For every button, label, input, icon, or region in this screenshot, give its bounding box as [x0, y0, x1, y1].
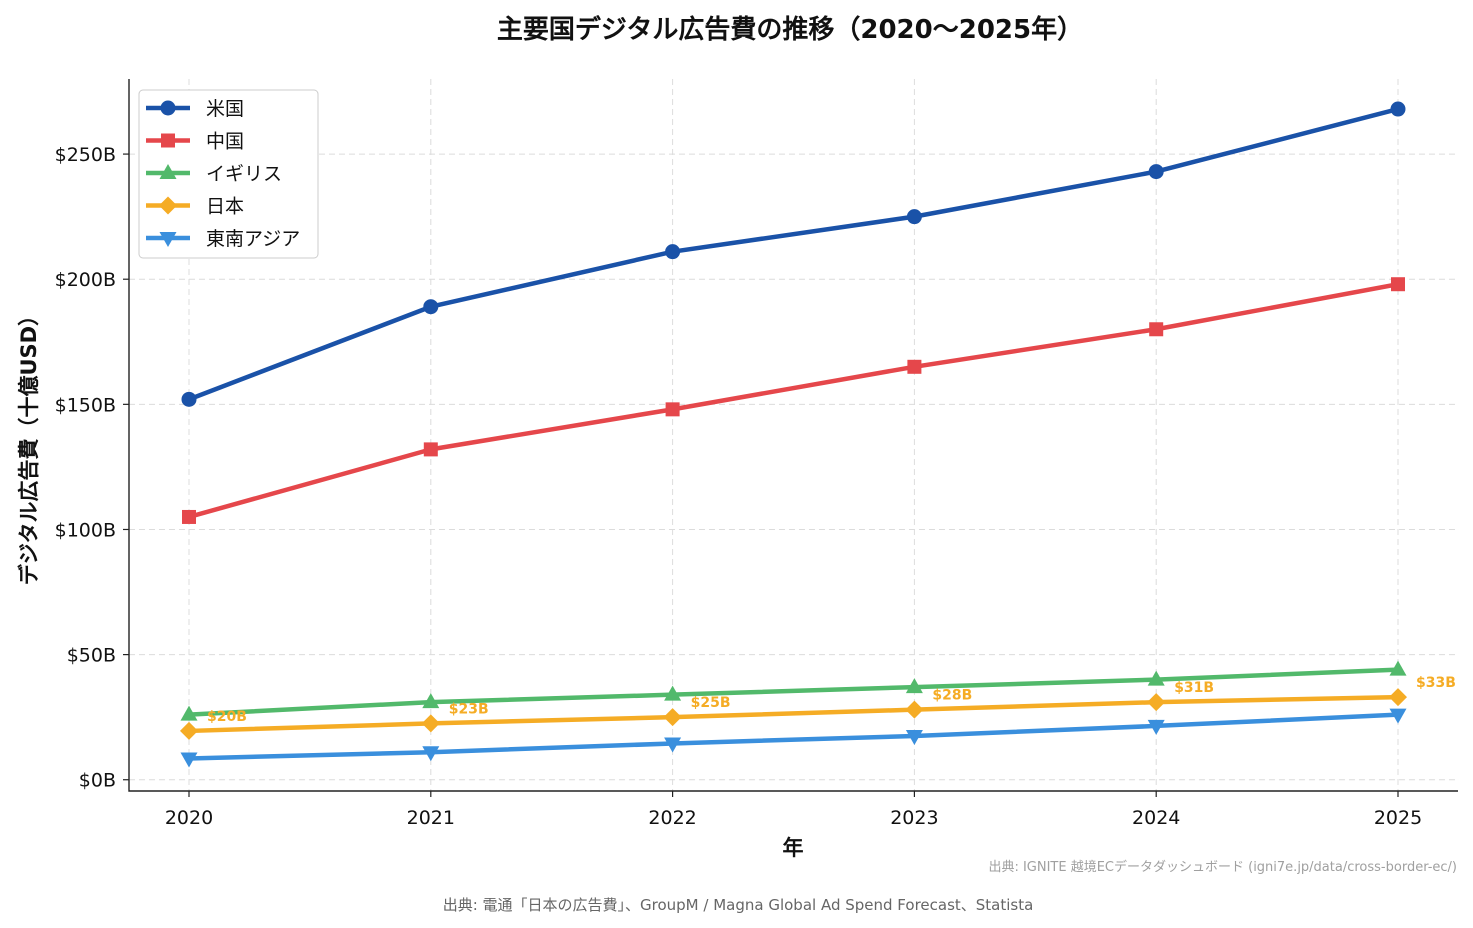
data-point [906, 209, 922, 225]
x-tick-label: 2020 [165, 807, 213, 829]
data-point [1148, 164, 1164, 180]
y-axis-ticks: $0B $50B $100B $150B $200B $250B [55, 144, 129, 792]
series-1 [182, 277, 1405, 524]
legend-marker [159, 196, 177, 215]
legend-entry: 東南アジア [146, 228, 300, 250]
legend-box [138, 89, 319, 259]
series-3 [180, 688, 1407, 740]
data-point [664, 737, 682, 753]
legend-marker [159, 164, 177, 179]
legend-entry: 日本 [146, 196, 244, 218]
x-axis-label: 年 [783, 836, 804, 860]
data-point [1147, 719, 1165, 735]
series-line [188, 712, 1399, 761]
data-point [1389, 660, 1407, 676]
data-label: $20B [207, 709, 247, 725]
data-point [422, 693, 440, 709]
legend-entry: イギリス [146, 163, 282, 185]
x-tick-label: 2024 [1132, 807, 1180, 829]
data-point [665, 402, 680, 417]
legend-label: 東南アジア [206, 228, 300, 250]
legend-label: 米国 [206, 98, 244, 120]
data-point [907, 359, 922, 374]
grid [129, 79, 1458, 791]
data-point [1390, 101, 1406, 117]
x-tick-label: 2022 [648, 807, 696, 829]
data-point [182, 509, 196, 524]
data-point [180, 752, 198, 768]
data-point [423, 299, 439, 315]
data-label: $23B [449, 701, 489, 717]
legend-marker [160, 100, 176, 116]
data-label: $31B [1174, 680, 1214, 696]
data-point [665, 244, 681, 260]
legend-label: イギリス [206, 163, 282, 185]
data-point [421, 714, 440, 733]
data-point [180, 705, 198, 721]
data-label: $25B [691, 695, 731, 711]
data-label: $28B [932, 688, 972, 704]
x-tick-label: 2021 [407, 807, 455, 829]
series-0 [181, 101, 1406, 407]
data-point [905, 678, 923, 694]
y-tick-label: $100B [55, 519, 116, 541]
data-label: $33B [1416, 675, 1456, 691]
series-line [188, 694, 1399, 734]
data-point [905, 729, 923, 745]
legend-entry: 米国 [146, 98, 244, 120]
data-point [1389, 688, 1407, 707]
y-axis-label: デジタル広告費（十億USD） [17, 305, 41, 585]
data-labels: $20B $23B $25B $28B $31B $33B [207, 675, 1456, 725]
data-point [905, 700, 924, 719]
y-tick-label: $50B [67, 645, 116, 667]
data-point [1147, 670, 1165, 686]
chart-title: 主要国デジタル広告費の推移（2020〜2025年） [497, 14, 1083, 45]
x-axis-ticks: 2020 2021 2022 2023 2024 2025 [165, 791, 1422, 829]
series-line [188, 106, 1399, 402]
x-tick-label: 2023 [890, 807, 938, 829]
legend-marker [159, 232, 177, 247]
data-point [1391, 277, 1405, 292]
legend-label: 日本 [206, 196, 244, 218]
axis-spines [128, 79, 1458, 792]
y-tick-label: $150B [55, 394, 116, 416]
series-line [188, 667, 1399, 717]
y-tick-label: $0B [79, 770, 116, 792]
legend-label: 中国 [206, 131, 244, 153]
legend-entry: 中国 [146, 131, 244, 153]
series-4 [180, 708, 1407, 768]
data-point [1147, 693, 1166, 712]
series-2 [180, 660, 1407, 721]
data-point [1149, 322, 1164, 337]
y-tick-label: $200B [55, 269, 116, 291]
data-point [181, 391, 197, 407]
data-point [664, 685, 682, 701]
x-tick-label: 2025 [1374, 807, 1422, 829]
source-note: 出典: IGNITE 越境ECデータダッシュボード (igni7e.jp/dat… [988, 859, 1457, 875]
data-point [663, 708, 682, 727]
data-point [180, 721, 198, 740]
y-tick-label: $250B [55, 144, 116, 166]
series-line [188, 282, 1399, 520]
data-point [1389, 708, 1407, 724]
data-point [423, 442, 438, 457]
source-text: 出典: 電通「日本の広告費」、GroupM / Magna Global Ad … [443, 896, 1034, 914]
legend-marker [161, 133, 175, 148]
series-layer [180, 101, 1407, 768]
data-point [422, 746, 440, 762]
